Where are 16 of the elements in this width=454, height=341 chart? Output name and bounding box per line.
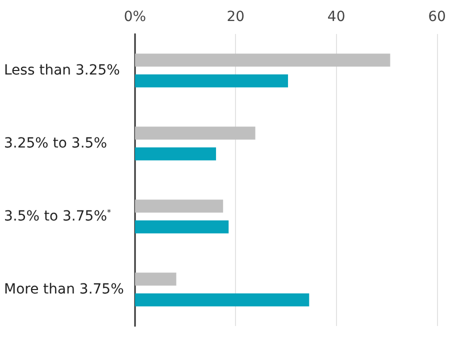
y-tick-label: Less than 3.25%	[4, 62, 120, 78]
bar	[135, 147, 216, 160]
y-tick-label: 3.25% to 3.5%	[4, 136, 107, 152]
x-tick-label: 20	[226, 9, 245, 25]
bar	[135, 293, 310, 306]
x-tick-label: 0%	[124, 9, 146, 25]
y-tick-label: 3.5% to 3.75%*	[4, 208, 111, 224]
x-tick-label: 60	[428, 9, 446, 25]
bar	[135, 126, 256, 140]
bar	[135, 54, 390, 67]
bar	[135, 74, 288, 88]
x-tick-label: 40	[327, 9, 346, 25]
bar	[135, 220, 229, 234]
bar	[135, 200, 224, 213]
y-tick-label: More than 3.75%	[4, 282, 124, 298]
bar	[135, 272, 176, 286]
